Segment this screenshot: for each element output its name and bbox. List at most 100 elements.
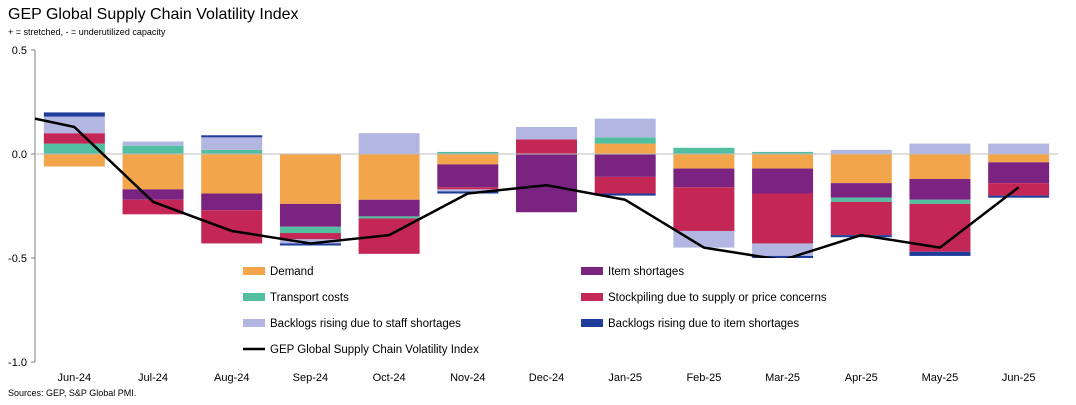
legend-swatch xyxy=(243,293,265,301)
bar-segment xyxy=(358,133,420,154)
legend-label: Transport costs xyxy=(270,292,349,304)
bar-segment xyxy=(673,168,735,188)
bar-segment xyxy=(988,195,1050,198)
bar-segment xyxy=(279,239,341,244)
bar-segment xyxy=(673,147,735,154)
legend-label: Stockpiling due to supply or price conce… xyxy=(608,292,827,304)
bar-segment xyxy=(516,126,577,140)
source-note: Sources: GEP, S&P Global PMI. xyxy=(8,388,137,398)
bar-segment xyxy=(988,154,1050,163)
bar-segment xyxy=(752,193,814,244)
bar-segment xyxy=(752,243,814,256)
bar-segment xyxy=(279,226,341,234)
bar-segment xyxy=(43,116,105,134)
x-tick-label: Jan-25 xyxy=(608,372,642,384)
bar-segment xyxy=(279,203,341,227)
bar-segment xyxy=(752,151,814,154)
bar-segment xyxy=(830,149,892,154)
x-tick-label: Jun-24 xyxy=(58,372,92,384)
bar-segment xyxy=(279,154,341,204)
x-tick-label: Aug-24 xyxy=(214,372,249,384)
x-tick-label: Jul-24 xyxy=(138,372,168,384)
bar-segment xyxy=(122,199,184,215)
x-tick-label: Dec-24 xyxy=(529,372,564,384)
bar-segment xyxy=(988,162,1050,184)
bar-segment xyxy=(43,112,105,117)
bar-segment xyxy=(830,183,892,198)
bar-segment xyxy=(358,199,420,217)
bar-segment xyxy=(988,143,1050,154)
chart-subtitle: + = stretched, - = underutilized capacit… xyxy=(8,27,166,37)
bar-segment xyxy=(988,183,1050,196)
bar-segment xyxy=(909,178,971,200)
x-tick-label: Sep-24 xyxy=(293,372,328,384)
bar-segment xyxy=(437,164,499,188)
bar-segment xyxy=(122,145,184,154)
bar-segment xyxy=(830,154,892,184)
x-tick-label: Jun-25 xyxy=(1002,372,1036,384)
bar-segment xyxy=(594,154,656,177)
bar-segment xyxy=(594,137,656,144)
legend-label: GEP Global Supply Chain Volatility Index xyxy=(270,344,479,356)
bar-segment xyxy=(437,154,499,165)
bar-segment xyxy=(43,133,105,144)
bar-segment xyxy=(437,189,499,192)
bar-segment xyxy=(830,201,892,236)
bar-segment xyxy=(201,210,263,244)
legend-swatch xyxy=(243,267,265,275)
bar-segment xyxy=(516,154,577,213)
y-tick-label: -0.5 xyxy=(8,253,27,265)
bar-segment xyxy=(122,189,184,200)
y-tick-label: -1.0 xyxy=(8,357,27,369)
x-tick-label: Apr-25 xyxy=(845,372,878,384)
bar-segment xyxy=(437,187,499,190)
bar-segment xyxy=(673,187,735,231)
bar-segment xyxy=(909,199,971,204)
bar-segment xyxy=(358,154,420,200)
y-tick-label: 0.0 xyxy=(12,149,27,161)
bar-segment xyxy=(437,151,499,154)
bar-segment xyxy=(752,154,814,169)
x-tick-label: May-25 xyxy=(922,372,959,384)
chart-title: GEP Global Supply Chain Volatility Index xyxy=(8,6,299,23)
bar-segment xyxy=(673,154,735,169)
bar-segment xyxy=(201,154,263,194)
x-tick-label: Feb-25 xyxy=(686,372,721,384)
x-tick-label: Mar-25 xyxy=(765,372,800,384)
bar-segment xyxy=(43,143,105,154)
x-tick-label: Oct-24 xyxy=(373,372,406,384)
index-line xyxy=(34,117,1020,262)
bar-segment xyxy=(673,230,735,248)
legend-swatch xyxy=(581,293,603,301)
bar-segment xyxy=(909,154,971,179)
bar-segment xyxy=(201,193,263,211)
bar-segment xyxy=(594,143,656,154)
bar-segment xyxy=(358,216,420,219)
bar-segment xyxy=(516,139,577,154)
bar-segment xyxy=(122,154,184,190)
bar-segment xyxy=(122,141,184,146)
bar-segment xyxy=(594,118,656,138)
legend-swatch xyxy=(581,319,603,327)
bar-segment xyxy=(752,168,814,194)
bar-segment xyxy=(279,233,341,240)
y-tick-label: 0.5 xyxy=(12,45,27,57)
bar-segment xyxy=(909,251,971,256)
legend-label: Demand xyxy=(270,266,313,278)
legend-box xyxy=(230,258,870,366)
bar-segment xyxy=(201,149,263,154)
legend-label: Item shortages xyxy=(608,266,684,278)
bar-segment xyxy=(201,135,263,138)
bar-segment xyxy=(43,154,105,167)
x-tick-label: Nov-24 xyxy=(450,372,485,384)
bar-segment xyxy=(830,197,892,202)
bar-segment xyxy=(594,193,656,196)
legend-swatch xyxy=(581,267,603,275)
legend-label: Backlogs rising due to item shortages xyxy=(608,318,799,330)
legend-label: Backlogs rising due to staff shortages xyxy=(270,318,461,330)
bar-segment xyxy=(594,176,656,194)
legend-swatch xyxy=(243,319,265,327)
bar-segment xyxy=(909,143,971,154)
bar-segment xyxy=(201,137,263,150)
